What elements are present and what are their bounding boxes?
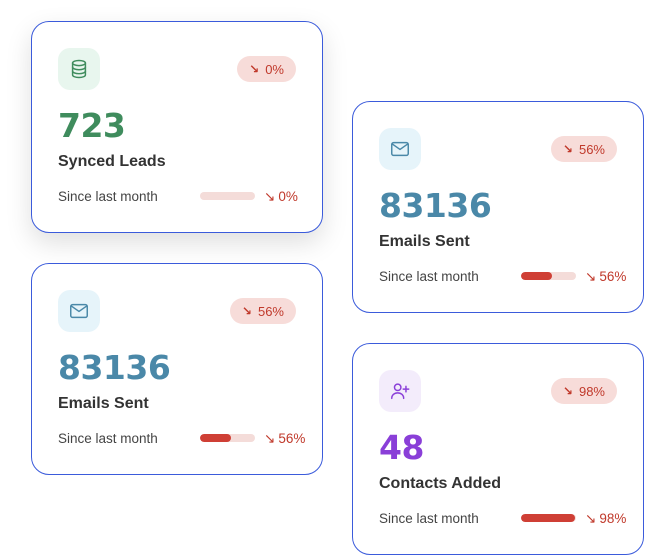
change-badge: ↘ 0% xyxy=(237,56,296,82)
trend-down-icon: ↘ xyxy=(264,431,276,446)
stat-card-emails-sent: ↘ 56% 83136 Emails Sent Since last month… xyxy=(352,101,644,313)
change-badge: ↘ 98% xyxy=(550,378,617,404)
trend-down-icon: ↘ xyxy=(585,269,597,284)
trend-down-icon: ↘ xyxy=(249,62,260,76)
progress-bar xyxy=(200,434,255,442)
trend-down-icon: ↘ xyxy=(585,511,597,526)
progress-bar-fill xyxy=(200,434,231,442)
since-label: Since last month xyxy=(58,189,158,204)
trend-value: 98% xyxy=(599,511,627,526)
stat-value: 48 xyxy=(379,428,424,467)
trend-indicator: ↘ 56% xyxy=(585,269,626,285)
trend-value: 0% xyxy=(278,189,298,204)
progress-bar xyxy=(521,272,576,280)
trend-indicator: ↘ 0% xyxy=(264,189,298,205)
change-badge: ↘ 56% xyxy=(229,298,296,324)
change-badge: ↘ 56% xyxy=(550,136,617,162)
stat-card-synced-leads: ↘ 0% 723 Synced Leads Since last month ↘… xyxy=(31,21,323,233)
stat-label: Emails Sent xyxy=(58,395,149,412)
since-label: Since last month xyxy=(379,269,479,284)
progress-bar-fill xyxy=(521,272,552,280)
stat-label: Emails Sent xyxy=(379,233,470,250)
stat-card-emails-sent: ↘ 56% 83136 Emails Sent Since last month… xyxy=(31,263,323,475)
trend-value: 56% xyxy=(599,269,627,284)
since-label: Since last month xyxy=(58,431,158,446)
stat-card-contacts-added: ↘ 98% 48 Contacts Added Since last month… xyxy=(352,343,644,555)
change-badge-value: 0% xyxy=(265,61,284,77)
change-badge-value: 98% xyxy=(578,383,605,399)
trend-value: 56% xyxy=(278,431,306,446)
change-badge-value: 56% xyxy=(257,303,284,319)
progress-bar xyxy=(200,192,255,200)
trend-down-icon: ↘ xyxy=(562,384,573,398)
progress-bar-fill xyxy=(521,514,575,522)
change-badge-value: 56% xyxy=(578,141,605,157)
trend-down-icon: ↘ xyxy=(264,189,276,204)
trend-down-icon: ↘ xyxy=(241,304,252,318)
trend-down-icon: ↘ xyxy=(562,142,573,156)
trend-indicator: ↘ 98% xyxy=(585,511,626,527)
user-plus-icon xyxy=(379,370,421,412)
stat-label: Contacts Added xyxy=(379,475,502,492)
stat-value: 83136 xyxy=(379,186,492,225)
stat-value: 723 xyxy=(58,106,126,145)
stat-label: Synced Leads xyxy=(58,153,166,170)
mail-icon xyxy=(379,128,421,170)
trend-indicator: ↘ 56% xyxy=(264,431,305,447)
mail-icon xyxy=(58,290,100,332)
database-icon xyxy=(58,48,100,90)
since-label: Since last month xyxy=(379,511,479,526)
stat-value: 83136 xyxy=(58,348,171,387)
progress-bar xyxy=(521,514,576,522)
